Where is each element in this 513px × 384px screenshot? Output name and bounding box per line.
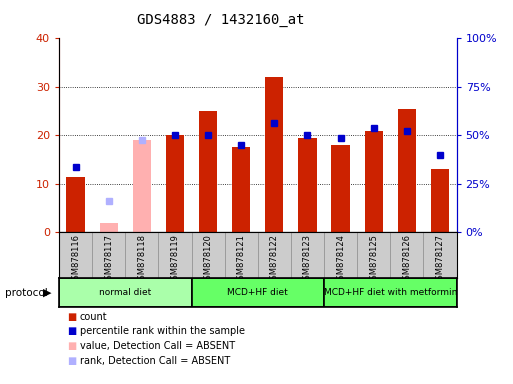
Text: GSM878121: GSM878121 xyxy=(236,234,246,285)
Bar xyxy=(67,177,85,232)
Text: GSM878116: GSM878116 xyxy=(71,234,80,285)
Text: GSM878119: GSM878119 xyxy=(170,234,180,285)
Text: MCD+HF diet: MCD+HF diet xyxy=(227,288,288,297)
Text: ■: ■ xyxy=(67,312,76,322)
Bar xyxy=(431,169,449,232)
Text: protocol: protocol xyxy=(5,288,48,298)
Text: value, Detection Call = ABSENT: value, Detection Call = ABSENT xyxy=(80,341,234,351)
Bar xyxy=(59,278,191,307)
Text: count: count xyxy=(80,312,107,322)
Bar xyxy=(232,147,250,232)
Text: GDS4883 / 1432160_at: GDS4883 / 1432160_at xyxy=(137,13,304,27)
Text: GSM878126: GSM878126 xyxy=(402,234,411,285)
Text: GSM878125: GSM878125 xyxy=(369,234,378,285)
Bar xyxy=(331,145,350,232)
Text: ▶: ▶ xyxy=(43,288,51,298)
Text: ■: ■ xyxy=(67,341,76,351)
Bar xyxy=(299,138,317,232)
Text: GSM878123: GSM878123 xyxy=(303,234,312,285)
Bar xyxy=(100,223,118,232)
Bar xyxy=(191,278,324,307)
Text: GSM878118: GSM878118 xyxy=(137,234,146,285)
Bar xyxy=(166,136,184,232)
Text: percentile rank within the sample: percentile rank within the sample xyxy=(80,326,245,336)
Bar xyxy=(398,109,416,232)
Bar xyxy=(199,111,217,232)
Text: normal diet: normal diet xyxy=(99,288,151,297)
Text: GSM878120: GSM878120 xyxy=(204,234,212,285)
Text: GSM878122: GSM878122 xyxy=(270,234,279,285)
Bar xyxy=(365,131,383,232)
Text: rank, Detection Call = ABSENT: rank, Detection Call = ABSENT xyxy=(80,356,230,366)
Text: MCD+HF diet with metformin: MCD+HF diet with metformin xyxy=(324,288,457,297)
Text: ■: ■ xyxy=(67,326,76,336)
Bar xyxy=(324,278,457,307)
Text: GSM878124: GSM878124 xyxy=(336,234,345,285)
Text: GSM878127: GSM878127 xyxy=(436,234,444,285)
Bar xyxy=(133,140,151,232)
Text: GSM878117: GSM878117 xyxy=(104,234,113,285)
Bar xyxy=(265,77,284,232)
Text: ■: ■ xyxy=(67,356,76,366)
